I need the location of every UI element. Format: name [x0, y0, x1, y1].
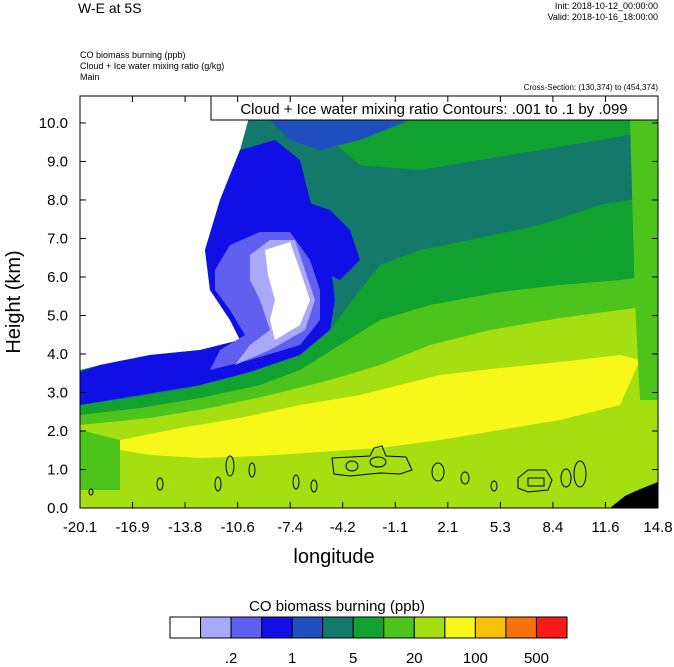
colorbar-swatch-9 — [444, 616, 476, 639]
colorbar-swatch-7 — [383, 616, 415, 639]
cloud-contours — [88, 445, 587, 496]
y-tick-label-6: 6.0 — [47, 269, 68, 286]
x-tick-label-11: 14.8 — [643, 519, 672, 536]
x-tick-label-1: -16.9 — [115, 519, 149, 536]
colorbar-label-3: 20 — [406, 650, 423, 667]
field-line-cloud: Cloud + Ice water mixing ratio (g/kg) — [80, 61, 225, 71]
cloud-contour-d — [573, 460, 587, 488]
field-line-co: CO biomass burning (ppb) — [80, 50, 186, 60]
y-tick-label-9: 9.0 — [47, 153, 68, 170]
cloud-contour-f — [248, 462, 256, 478]
x-tick-label-10: 11.6 — [591, 519, 619, 536]
x-tick-label-2: -13.8 — [168, 519, 202, 536]
x-tick-label-7: 2.1 — [437, 519, 458, 536]
colorbar: .2 1 5 20 100 500 — [169, 616, 568, 667]
cloud-contour-c — [560, 468, 572, 488]
x-tick-label-0: -20.1 — [63, 519, 97, 536]
x-axis: -20.1 -16.9 -13.8 -10.6 -7.4 -4.2 -1.1 2.1 5.3 8.… — [63, 96, 673, 536]
x-tick-label-4: -7.4 — [277, 519, 303, 536]
deep-blue-tongue — [300, 200, 360, 280]
cloud-contour-inner-1 — [345, 460, 359, 472]
colorbar-label-0: .2 — [225, 650, 238, 667]
cross-section-label: Cross-Section: (130,374) to (454,374) — [523, 83, 658, 92]
y-tick-label-3: 3.0 — [47, 384, 68, 401]
colorbar-swatch-10 — [474, 616, 507, 639]
colorbar-swatch-11 — [505, 616, 537, 639]
cloud-contour-a — [431, 462, 445, 482]
cloud-contour-main — [331, 445, 413, 477]
x-tick-label-9: 8.4 — [542, 519, 563, 536]
colorbar-swatch-12 — [535, 616, 568, 639]
colorbar-swatch-3 — [261, 616, 293, 639]
colorbar-swatch-1 — [200, 616, 232, 639]
colorbar-swatch-8 — [413, 616, 446, 639]
colorbar-swatch-2 — [230, 616, 263, 639]
colorbar-swatch-5 — [322, 616, 354, 639]
colorbar-swatch-0 — [169, 616, 202, 639]
cloud-contour-inner-2 — [369, 456, 387, 468]
clear-region — [80, 96, 255, 370]
x-tick-label-5: -4.2 — [330, 519, 356, 536]
right-edge-green — [630, 120, 658, 400]
y-tick-label-8: 8.0 — [47, 192, 68, 209]
plot-title: W-E at 5S — [78, 0, 142, 16]
y-tick-label-1: 1.0 — [47, 461, 68, 478]
contour-label-background — [210, 95, 659, 121]
cloud-contour-e — [225, 455, 235, 477]
init-time: Init: 2018-10-12_00:00:00 — [554, 1, 658, 11]
colorbar-title: CO biomass burning (ppb) — [249, 598, 425, 615]
y-tick-label-2: 2.0 — [47, 423, 68, 440]
x-tick-label-3: -10.6 — [221, 519, 255, 536]
cloud-contour-l — [88, 488, 94, 496]
cloud-contour-b — [460, 471, 470, 485]
y-tick-label-0: 0.0 — [47, 500, 68, 517]
yellow-band-region — [120, 355, 640, 458]
x-tick-label-8: 5.3 — [490, 519, 511, 536]
cloud-contour-box-inner — [527, 477, 545, 487]
colorbar-label-1: 1 — [288, 650, 296, 667]
y-tick-label-4: 4.0 — [47, 346, 68, 363]
cloud-contour-i — [292, 474, 300, 490]
terrain-shadow — [610, 482, 658, 508]
x-axis-label: longitude — [293, 546, 374, 568]
colorbar-swatch-6 — [352, 616, 385, 639]
cloud-contour-g — [156, 477, 164, 491]
cloud-contour-k — [490, 480, 498, 492]
cloud-contour-h — [214, 476, 222, 492]
colorbar-label-4: 100 — [463, 650, 488, 667]
contour-label-box: Cloud + Ice water mixing ratio Contours:… — [210, 95, 659, 121]
co-field — [80, 96, 658, 508]
y-tick-label-7: 7.0 — [47, 230, 68, 247]
colorbar-swatch-4 — [291, 616, 324, 639]
contour-label-text: Cloud + Ice water mixing ratio Contours:… — [240, 101, 627, 118]
cloud-contour-j — [310, 479, 318, 493]
x-tick-label-6: -1.1 — [382, 519, 408, 536]
colorbar-label-2: 5 — [349, 650, 357, 667]
valid-time: Valid: 2018-10-16_18:00:00 — [547, 12, 658, 22]
cloud-contour-box — [517, 469, 553, 493]
y-tick-label-10: 10.0 — [39, 115, 68, 132]
y-axis: 0.0 1.0 2.0 3.0 4.0 5.0 6.0 7.0 8.0 9.0 10.0 — [39, 115, 658, 517]
anvil-core-region — [265, 242, 310, 340]
left-green-patch — [80, 430, 120, 490]
colorbar-label-5: 500 — [524, 650, 549, 667]
field-line-main: Main — [80, 72, 100, 82]
y-tick-label-5: 5.0 — [47, 307, 68, 324]
y-axis-label: Height (km) — [3, 250, 25, 353]
